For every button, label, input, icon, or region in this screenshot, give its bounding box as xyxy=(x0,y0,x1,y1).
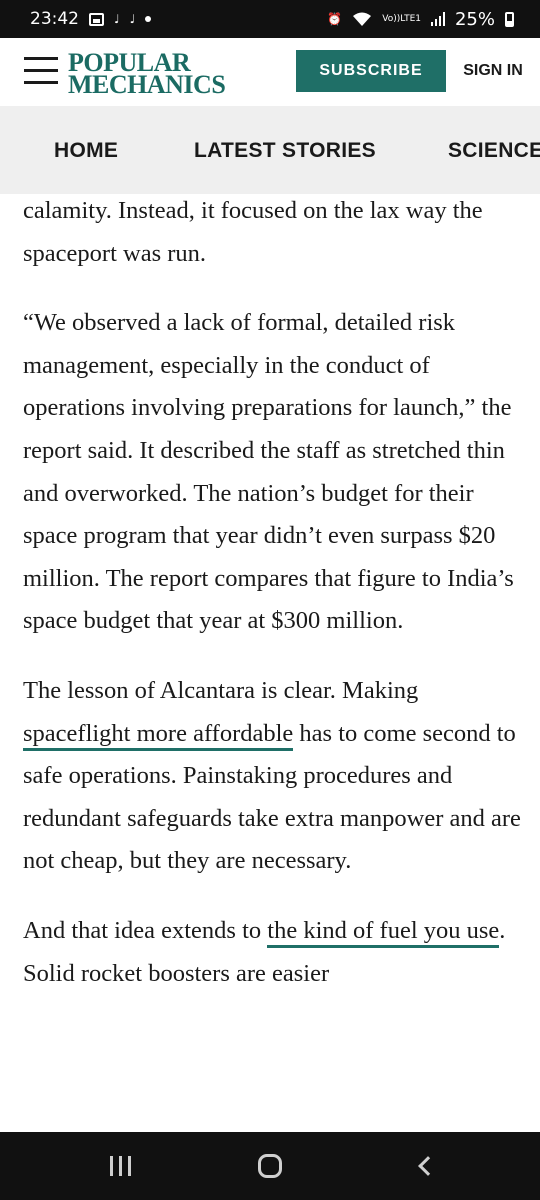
back-icon[interactable] xyxy=(395,1132,455,1200)
volte-icon: Vo)) LTE1 xyxy=(382,13,421,24)
logo-line1: POPULAR xyxy=(68,48,191,77)
alarm-icon: ⏰ xyxy=(327,12,343,26)
article-body: calamity. Instead, it focused on the lax… xyxy=(0,194,540,1132)
status-time: 23:42 xyxy=(30,9,79,29)
gallery-notification-icon xyxy=(89,12,104,26)
nav-item-home[interactable]: HOME xyxy=(54,139,119,162)
paragraph-3-text-end: has to come second to safe operations. P… xyxy=(23,719,521,875)
status-right: ⏰ Vo)) LTE1 25% xyxy=(327,9,514,30)
link-spaceflight-affordable[interactable]: spaceflight more affordable xyxy=(23,719,294,751)
subscribe-button[interactable]: SUBSCRIBE xyxy=(296,50,446,92)
recent-apps-icon[interactable] xyxy=(90,1132,150,1200)
paragraph-4-text-end: . Solid rocket boosters are easier xyxy=(23,916,506,987)
status-bar: 23:42 ♩ ♩ ⏰ Vo)) LTE1 25% xyxy=(0,0,540,38)
signal-icon xyxy=(430,12,445,26)
article-paragraph-2: “We observed a lack of formal, detailed … xyxy=(23,309,514,635)
article-paragraph-1: calamity. Instead, it focused on the lax… xyxy=(23,197,483,267)
menu-icon[interactable] xyxy=(24,53,58,89)
volte-line2: LTE1 xyxy=(400,13,421,24)
volte-line1: Vo)) xyxy=(382,13,401,24)
logo-line2: MECHANICS xyxy=(68,70,226,99)
paragraph-3-text-start: The lesson of Alcantara is clear. Making xyxy=(23,676,419,704)
wifi-icon xyxy=(352,11,372,27)
more-notifications-icon xyxy=(145,16,152,22)
article-paragraph-4: And that idea extends to the kind of fue… xyxy=(23,910,523,995)
music-notification-icon-2: ♩ xyxy=(129,12,136,26)
home-icon[interactable] xyxy=(240,1132,300,1200)
section-nav: HOME LATEST STORIES SCIENCE xyxy=(0,106,540,194)
status-left: 23:42 ♩ ♩ xyxy=(30,9,152,29)
article-paragraph-3: The lesson of Alcantara is clear. Making… xyxy=(23,670,523,883)
nav-item-latest-stories[interactable]: LATEST STORIES xyxy=(194,139,376,162)
article-content: calamity. Instead, it focused on the lax… xyxy=(23,194,523,1022)
site-logo[interactable]: POPULAR MECHANICS xyxy=(68,48,226,99)
link-kind-of-fuel[interactable]: the kind of fuel you use xyxy=(267,916,500,948)
battery-icon xyxy=(505,11,514,27)
battery-percentage: 25% xyxy=(454,8,495,30)
nav-item-science[interactable]: SCIENCE xyxy=(448,139,540,162)
sign-in-button[interactable]: SIGN IN xyxy=(446,50,540,92)
music-notification-icon: ♩ xyxy=(114,12,120,26)
paragraph-4-text-start: And that idea extends to xyxy=(23,916,268,944)
system-nav-bar xyxy=(0,1132,540,1200)
site-header: POPULAR MECHANICS SUBSCRIBE SIGN IN xyxy=(0,38,540,106)
